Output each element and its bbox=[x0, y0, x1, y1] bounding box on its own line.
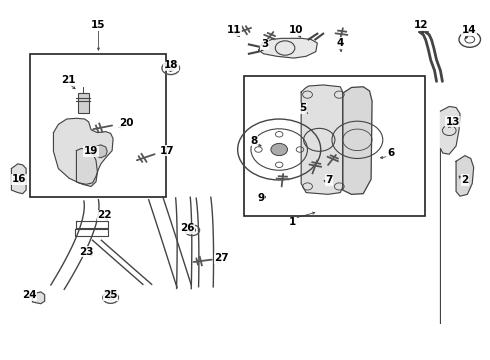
Polygon shape bbox=[76, 148, 98, 186]
Text: 16: 16 bbox=[12, 174, 26, 184]
Text: 25: 25 bbox=[103, 291, 118, 301]
Text: 17: 17 bbox=[160, 145, 174, 156]
Bar bbox=[30, 54, 166, 197]
Polygon shape bbox=[301, 85, 343, 194]
Text: 9: 9 bbox=[257, 193, 264, 203]
Text: 4: 4 bbox=[337, 38, 344, 48]
Polygon shape bbox=[456, 156, 474, 196]
Text: 11: 11 bbox=[227, 25, 242, 35]
Polygon shape bbox=[11, 164, 26, 194]
Polygon shape bbox=[441, 107, 460, 154]
Polygon shape bbox=[259, 39, 318, 58]
Text: 22: 22 bbox=[97, 210, 112, 220]
Text: 8: 8 bbox=[250, 136, 257, 145]
Polygon shape bbox=[343, 87, 372, 194]
Text: 1: 1 bbox=[289, 217, 296, 227]
Bar bbox=[244, 76, 425, 216]
Polygon shape bbox=[53, 118, 113, 184]
Circle shape bbox=[271, 143, 288, 156]
Text: 6: 6 bbox=[387, 148, 394, 158]
Text: 14: 14 bbox=[462, 25, 476, 35]
Text: 10: 10 bbox=[289, 25, 303, 35]
Text: 13: 13 bbox=[445, 117, 460, 127]
Text: 3: 3 bbox=[261, 40, 268, 49]
Text: 26: 26 bbox=[180, 224, 195, 233]
Text: 19: 19 bbox=[84, 146, 98, 156]
Text: 15: 15 bbox=[91, 20, 106, 30]
Text: 20: 20 bbox=[120, 118, 134, 128]
Polygon shape bbox=[95, 145, 107, 158]
Text: 7: 7 bbox=[325, 175, 333, 185]
Text: 18: 18 bbox=[164, 60, 178, 70]
Text: 21: 21 bbox=[61, 75, 75, 85]
Text: 24: 24 bbox=[22, 291, 36, 301]
Text: 27: 27 bbox=[214, 253, 229, 263]
Text: 23: 23 bbox=[79, 247, 94, 257]
Text: 5: 5 bbox=[299, 103, 306, 113]
Text: 12: 12 bbox=[414, 20, 428, 30]
Bar bbox=[78, 93, 89, 113]
Polygon shape bbox=[32, 292, 45, 304]
Text: 2: 2 bbox=[461, 175, 468, 185]
